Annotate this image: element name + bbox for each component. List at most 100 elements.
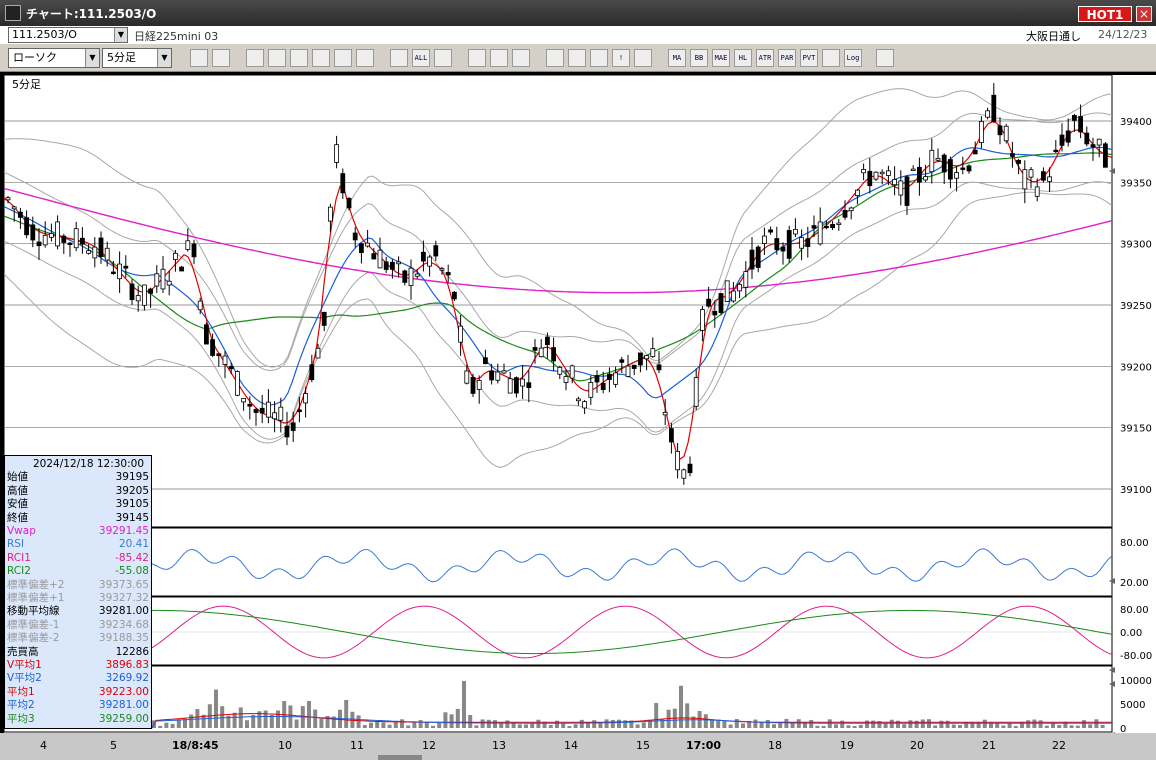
volume-bar xyxy=(331,716,336,728)
info-value: 39223.00 xyxy=(98,685,149,698)
candle-body xyxy=(557,366,563,375)
x-axis-tick: 21 xyxy=(982,739,996,752)
info-row: 終値 39145 xyxy=(5,512,151,524)
toolbar-button-6[interactable] xyxy=(312,49,330,67)
candle-body xyxy=(631,364,637,369)
toolbar-button-15[interactable] xyxy=(546,49,564,67)
toolbar-button-26[interactable]: PVT xyxy=(800,49,818,67)
toolbar-button-13[interactable] xyxy=(490,49,508,67)
volume-bar xyxy=(505,720,510,728)
x-axis-tick: 11 xyxy=(350,739,364,752)
interval-value: 5分足 xyxy=(107,51,136,64)
info-value: 39105 xyxy=(115,498,149,511)
toolbar-button-8[interactable] xyxy=(356,49,374,67)
candle-body xyxy=(253,408,259,413)
info-label: V平均1 xyxy=(7,659,42,671)
toolbar-button-14[interactable] xyxy=(512,49,530,67)
volume-bar xyxy=(1007,723,1012,728)
toolbar-button-2[interactable] xyxy=(212,49,230,67)
interval-select[interactable]: 5分足 ▼ xyxy=(102,48,172,68)
volume-bar xyxy=(852,725,857,728)
volume-bar xyxy=(263,710,268,728)
toolbar-button-22[interactable]: MAE xyxy=(712,49,730,67)
toolbar-button-25[interactable]: PAR xyxy=(778,49,796,67)
volume-bar xyxy=(307,701,311,728)
volume-bar xyxy=(369,722,373,728)
candle-body xyxy=(886,170,891,176)
chevron-down-icon[interactable]: ▼ xyxy=(157,49,171,67)
volume-bar xyxy=(703,714,708,728)
toolbar-button-21[interactable]: BB xyxy=(690,49,708,67)
info-label: 安値 xyxy=(7,498,28,511)
interval-label: 5分足 xyxy=(12,78,41,91)
volume-bar xyxy=(1001,725,1006,728)
price-chart[interactable]: 39400 39350 39300 39250 39200 39150 39100 5分足 80… xyxy=(3,74,1156,738)
candle-body xyxy=(489,370,495,381)
info-label: 終値 xyxy=(7,511,28,524)
toolbar-button-5[interactable] xyxy=(290,49,308,67)
info-row: 平均2 39281.00 xyxy=(5,699,151,711)
exchange-label: 大阪日通し xyxy=(1026,30,1081,43)
candle-body xyxy=(892,179,897,186)
candle-body xyxy=(780,246,786,252)
toolbar-button-28[interactable]: Log xyxy=(844,49,862,67)
toolbar-button-3[interactable] xyxy=(246,49,264,67)
info-row: 標準偏差-2 39188.35 xyxy=(5,632,151,644)
volume-bar xyxy=(958,725,962,728)
price-tick-label: 39200 xyxy=(1120,362,1152,373)
volume-bar xyxy=(493,720,497,728)
toolbar-button-7[interactable] xyxy=(334,49,352,67)
toolbar-button-18[interactable]: ! xyxy=(612,49,630,67)
candle-body xyxy=(327,206,333,222)
chart-type-value: ローソク xyxy=(13,51,57,64)
volume-bar xyxy=(561,723,566,728)
hot-button[interactable]: HOT1 xyxy=(1078,6,1132,22)
candle-body xyxy=(284,425,290,438)
candle-body xyxy=(241,398,247,403)
toolbar-button-10[interactable]: ALL xyxy=(412,49,430,67)
toolbar-button-12[interactable] xyxy=(468,49,486,67)
volume-bar xyxy=(400,719,404,728)
toolbar-button-16[interactable] xyxy=(568,49,586,67)
candle-body xyxy=(656,364,662,371)
toolbar-button-1[interactable] xyxy=(190,49,208,67)
toolbar-button-23[interactable]: HL xyxy=(734,49,752,67)
chevron-down-icon[interactable]: ▼ xyxy=(85,49,99,67)
toolbar-button-9[interactable] xyxy=(390,49,408,67)
toolbar-button-24[interactable]: ATR xyxy=(756,49,774,67)
candle-body xyxy=(346,197,352,209)
candle-body xyxy=(259,407,265,414)
info-row: 標準偏差-1 39234.68 xyxy=(5,619,151,631)
chart-area[interactable]: 39400 39350 39300 39250 39200 39150 39100 5分足 80… xyxy=(3,74,1156,738)
instrument-name: 日経225mini 03 xyxy=(134,30,219,43)
candle-body xyxy=(1047,176,1052,182)
candle-body xyxy=(334,144,340,163)
candle-body xyxy=(296,409,302,413)
candle-body xyxy=(389,261,395,270)
info-row: 平均3 39259.00 xyxy=(5,713,151,725)
candle-body xyxy=(507,378,513,394)
toolbar-button-19[interactable] xyxy=(634,49,652,67)
toolbar-button-20[interactable]: MA xyxy=(668,49,686,67)
toolbar-button-4[interactable] xyxy=(268,49,286,67)
symbol-input[interactable]: 111.2503/O ▼ xyxy=(8,27,128,43)
candle-body xyxy=(1041,171,1046,181)
candle-body xyxy=(532,347,538,351)
chevron-down-icon[interactable]: ▼ xyxy=(114,28,127,42)
scrollbar-thumb[interactable] xyxy=(378,755,422,760)
info-label: 標準偏差-2 xyxy=(7,632,60,645)
toolbar-button-17[interactable] xyxy=(590,49,608,67)
candle-body xyxy=(1016,159,1021,164)
toolbar-button-27[interactable] xyxy=(822,49,840,67)
close-icon[interactable]: × xyxy=(1136,6,1152,22)
toolbar-button-29[interactable] xyxy=(876,49,894,67)
volume-bar xyxy=(815,725,820,728)
info-label: 平均2 xyxy=(7,699,35,712)
toolbar-button-11[interactable] xyxy=(434,49,452,67)
panel-edge-marker xyxy=(1109,667,1115,673)
chart-type-select[interactable]: ローソク ▼ xyxy=(8,48,100,68)
volume-bar xyxy=(908,720,913,728)
candle-body xyxy=(1072,115,1077,121)
volume-bar xyxy=(964,721,969,728)
chart-app-icon xyxy=(5,5,21,21)
